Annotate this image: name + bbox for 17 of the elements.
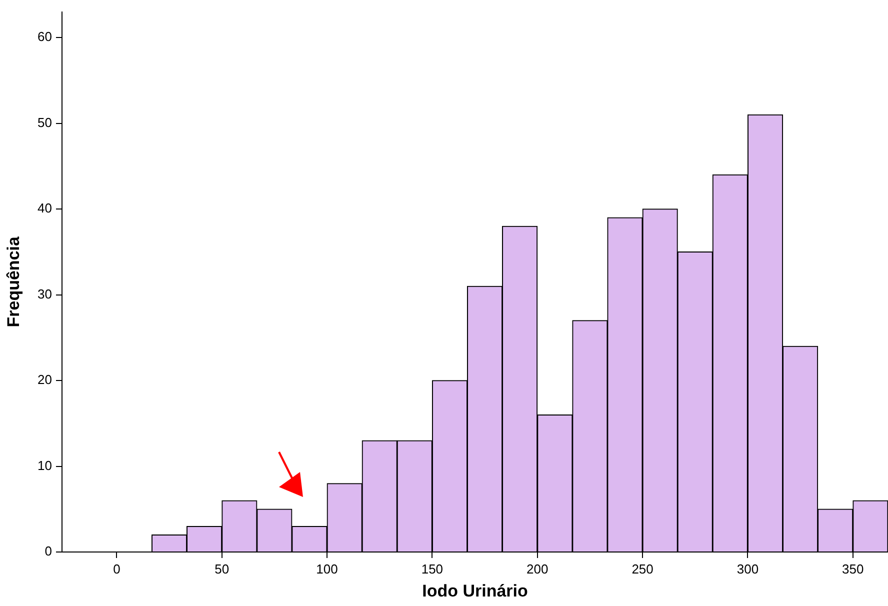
x-tick-label: 200 [526, 561, 548, 576]
y-tick-label: 30 [38, 286, 52, 302]
x-tick-label: 0 [113, 561, 120, 576]
y-tick-label: 40 [38, 200, 52, 216]
y-axis-title: Frequência [4, 236, 23, 328]
x-tick-label: 150 [421, 561, 444, 576]
y-tick-label: 60 [38, 29, 52, 44]
y-tick-label: 10 [38, 458, 52, 473]
x-tick-label: 350 [842, 561, 864, 576]
y-tick-label: 50 [38, 114, 52, 130]
y-tick-label: 0 [44, 544, 52, 559]
x-axis-title: Iodo Urinário [422, 581, 528, 600]
y-tick-label: 20 [38, 372, 52, 388]
x-tick-label: 300 [736, 561, 759, 576]
x-tick-label: 250 [632, 561, 654, 576]
x-tick-label: 50 [214, 561, 230, 576]
x-tick-label: 100 [316, 561, 338, 576]
